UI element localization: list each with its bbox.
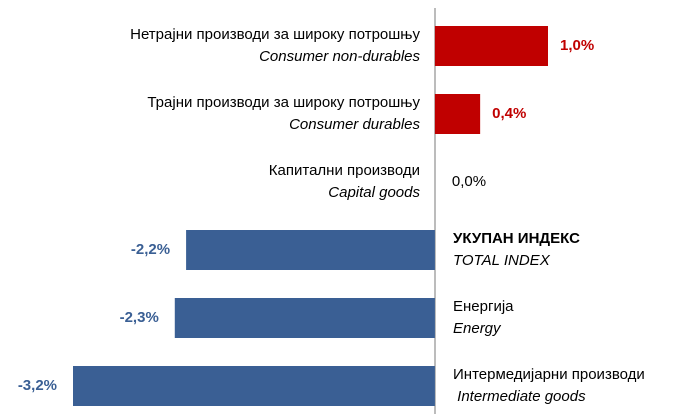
value-label: 0,0% (452, 173, 486, 190)
category-label-en: Energy (453, 320, 502, 337)
value-label: -2,3% (120, 309, 159, 326)
category-label: Интермедијарни производи (453, 366, 645, 383)
category-label: Трајни производи за широку потрошњу (147, 94, 420, 111)
value-label: -3,2% (18, 377, 57, 394)
category-label-en: Consumer durables (289, 116, 420, 133)
category-label: Нетрајни производи за широку потрошњу (130, 26, 420, 43)
bar (434, 26, 548, 66)
category-label-en: Consumer non-durables (259, 48, 420, 65)
bar (434, 94, 481, 134)
value-label: 1,0% (560, 37, 594, 54)
bar (174, 298, 435, 338)
category-label-en: TOTAL INDEX (453, 252, 551, 269)
bar (73, 366, 435, 406)
category-label-en: Intermediate goods (453, 388, 586, 405)
bar (186, 230, 435, 270)
category-label-en: Capital goods (328, 184, 420, 201)
value-label: 0,4% (492, 105, 526, 122)
category-label: УКУПАН ИНДЕКС (453, 230, 580, 247)
value-label: -2,2% (131, 241, 170, 258)
category-label: Енергија (453, 298, 514, 315)
category-label: Капитални производи (269, 162, 420, 179)
